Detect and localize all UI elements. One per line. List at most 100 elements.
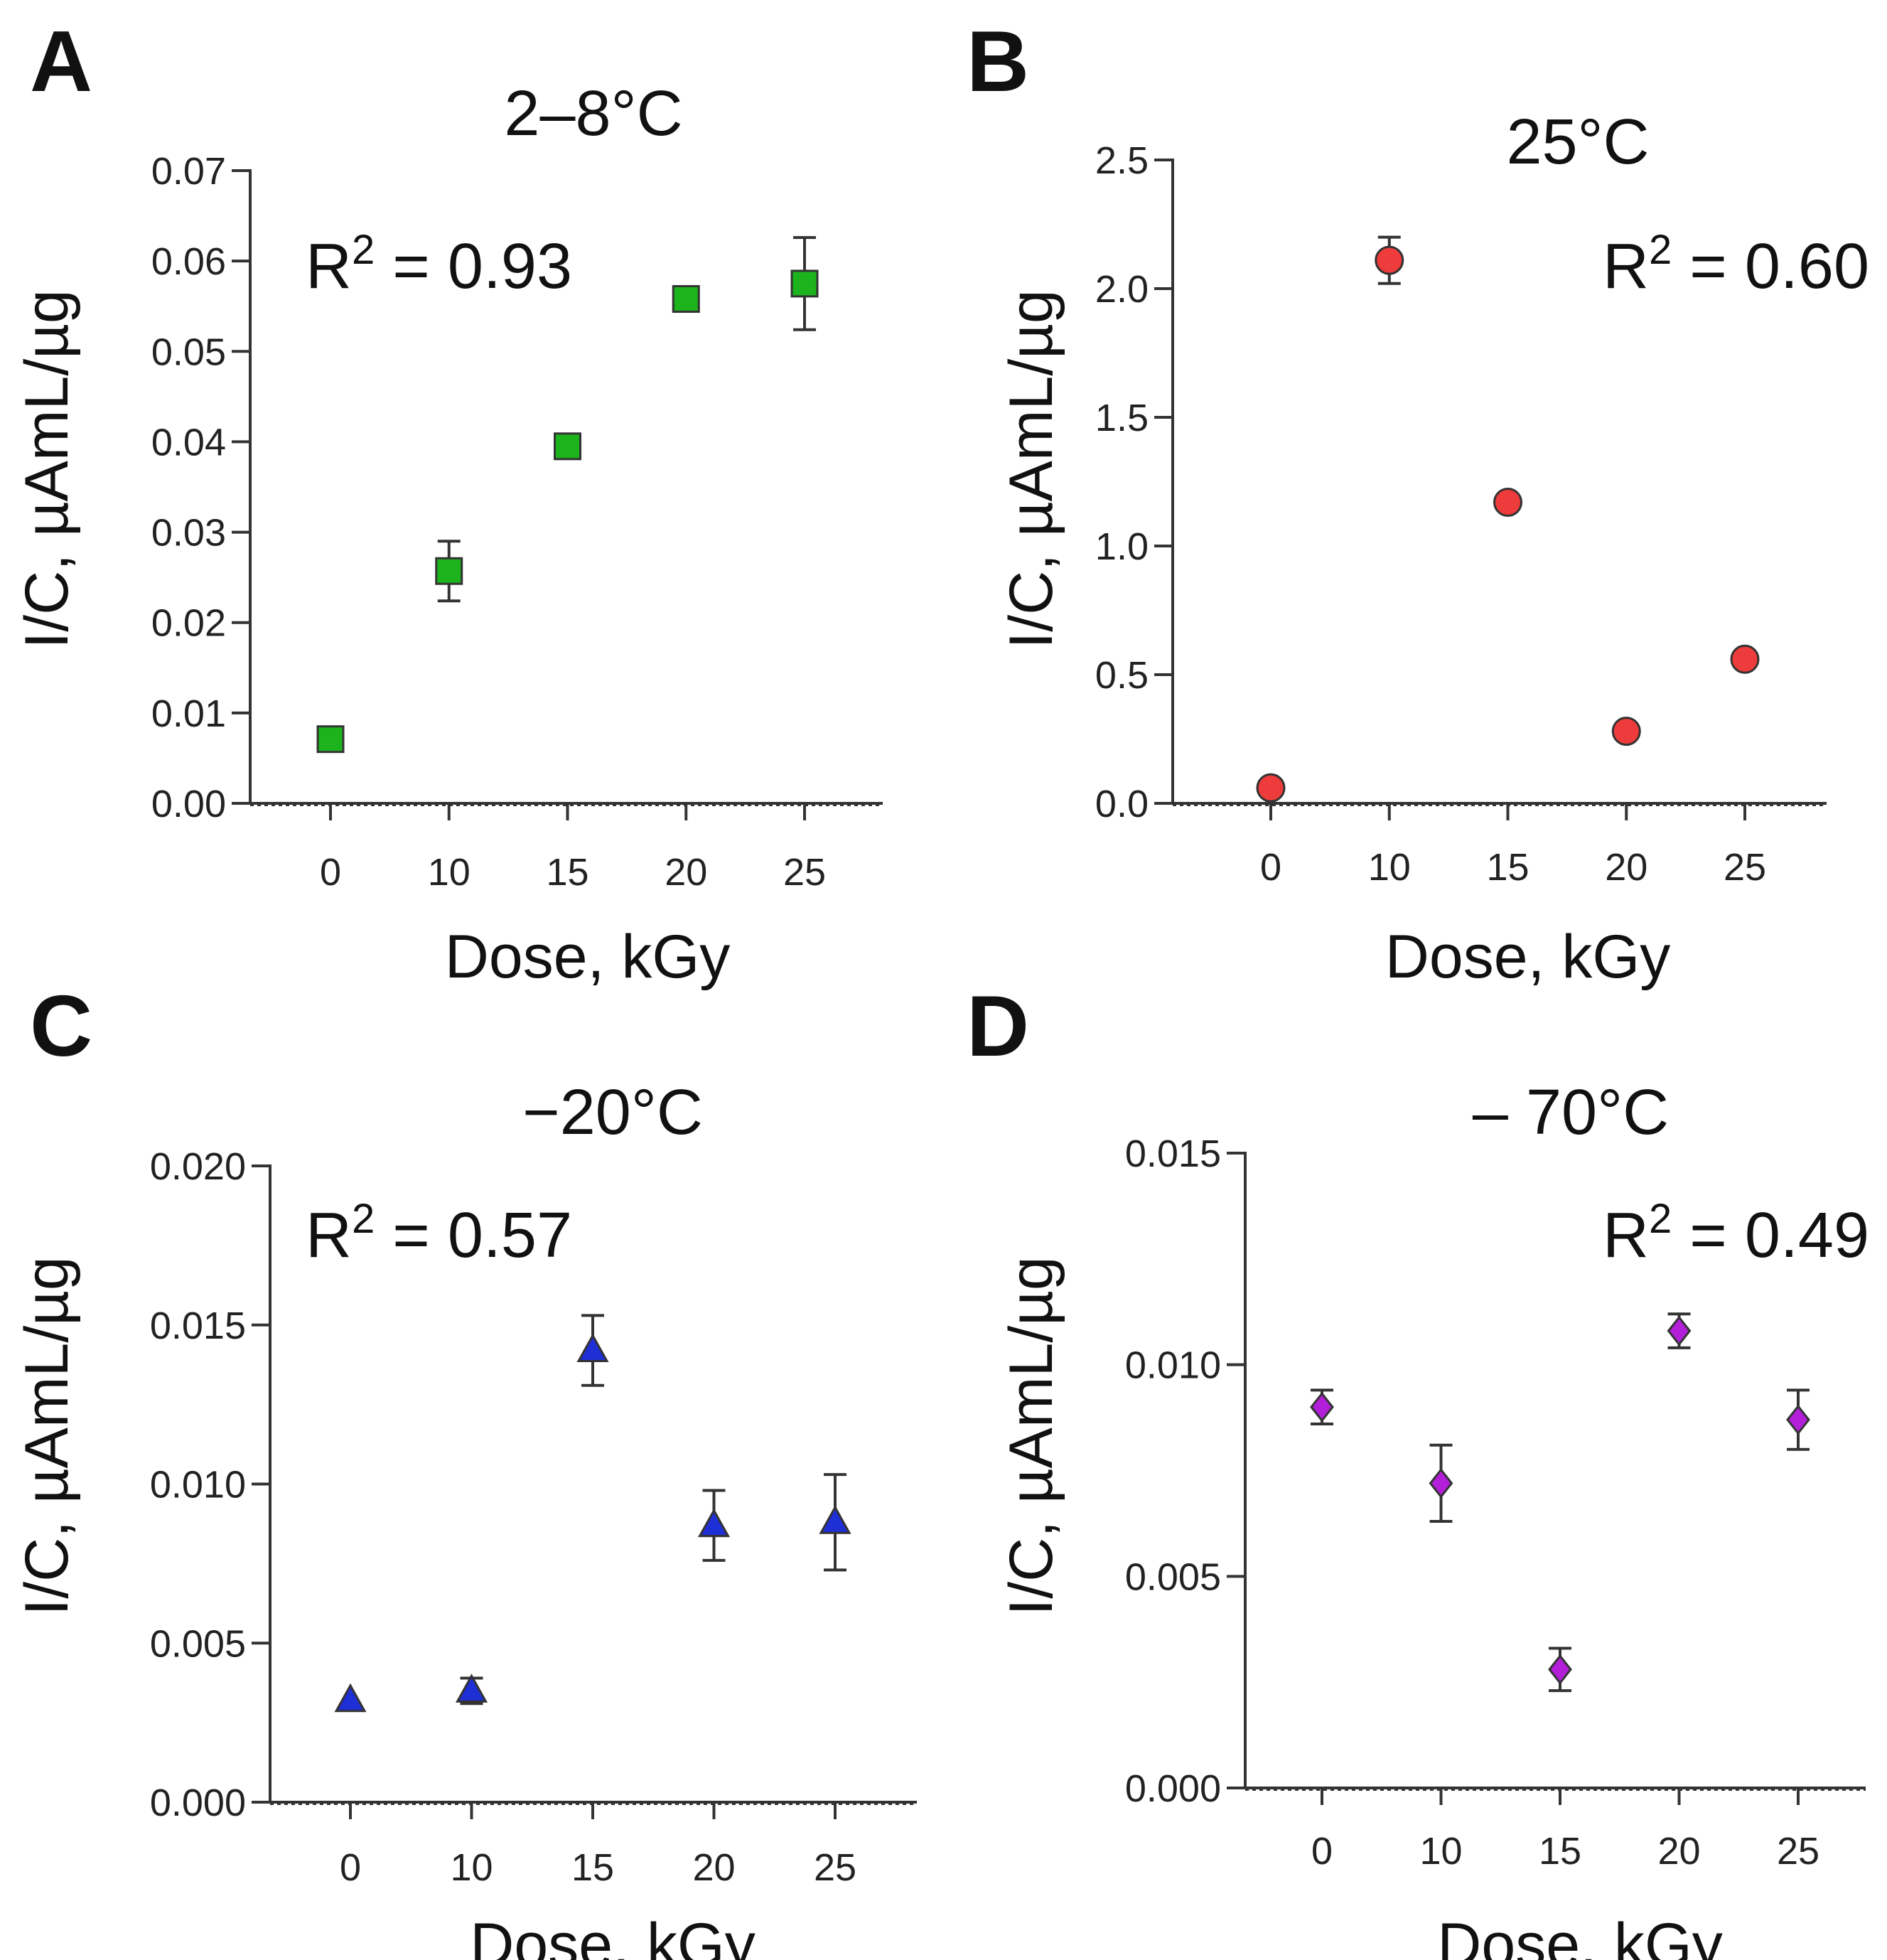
panel-a-x-tick-label: 0 (320, 851, 341, 894)
panel-a-data-point (554, 432, 581, 461)
panel-c-x-axis-label: Dose, kGy (470, 1911, 755, 1960)
panel-b-r2-prefix: R (1603, 231, 1649, 302)
panel-c: C −20°C I/C, µAmL/µg Dose, kGy 0.000 0.005 0.0… (13, 978, 917, 1960)
panel-c-r2-prefix: R (306, 1200, 352, 1271)
panel-a-y-tick-label: 0.07 (151, 150, 226, 193)
panel-d-data-point (1548, 1654, 1572, 1685)
panel-a-data-point (672, 285, 700, 314)
panel-c-x-tick-label: 10 (450, 1846, 493, 1889)
panel-a: A 2–8°C I/C, µAmL/µg Dose, kGy 0.00 0.01 0.02 0… (13, 13, 883, 991)
panel-b-y-tick-label: 2.5 (1095, 139, 1149, 182)
panel-b-x-tick-label: 15 (1486, 846, 1529, 889)
panel-a-r2-value: = 0.93 (375, 231, 572, 302)
panel-a-y-tick-label: 0.01 (151, 692, 226, 735)
panel-c-title: −20°C (522, 1077, 703, 1148)
panel-d-data-point (1786, 1404, 1810, 1435)
panel-b-r2-value: = 0.60 (1672, 231, 1869, 302)
panel-c-y-tick-label: 0.010 (150, 1464, 246, 1506)
panel-b-y-axis-label: I/C, µAmL/µg (997, 289, 1065, 648)
panel-c-x-tick-label: 20 (692, 1846, 735, 1889)
panel-c-data-point (819, 1505, 851, 1534)
panel-b-y-tick-label: 0.5 (1095, 654, 1149, 697)
panel-b-data-point (1730, 644, 1760, 674)
panel-a-title: 2–8°C (504, 78, 682, 149)
panel-a-data-point (316, 725, 345, 754)
panel-b-y-tick-label: 1.0 (1095, 525, 1149, 568)
panel-d-y-axis-label: I/C, µAmL/µg (997, 1256, 1065, 1615)
panel-d-title: – 70°C (1473, 1077, 1669, 1148)
panel-d-data-point (1667, 1315, 1692, 1346)
panel-b-data-point (1493, 487, 1522, 517)
panel-c-x-tick-label: 25 (814, 1846, 856, 1889)
panel-b: B 25°C I/C, µAmL/µg Dose, kGy 0.0 0.5 1.0 1.5 2.… (967, 13, 1869, 991)
panel-c-x-tick-label: 15 (571, 1846, 614, 1889)
panel-d-r2-value: = 0.49 (1672, 1200, 1869, 1271)
panel-d-y-tick-label: 0.000 (1125, 1767, 1221, 1810)
panel-b-r2-annotation: R2 = 0.60 (1603, 227, 1869, 302)
panel-c-y-tick-label: 0.020 (150, 1145, 246, 1188)
panel-a-y-tick-label: 0.06 (151, 240, 226, 283)
panel-d-x-tick-label: 10 (1419, 1830, 1462, 1873)
panel-b-x-axis-label: Dose, kGy (1385, 923, 1670, 991)
panel-c-x-tick-label: 0 (340, 1846, 361, 1889)
panel-d-x-axis-label: Dose, kGy (1437, 1911, 1722, 1960)
panel-b-data-point (1256, 773, 1286, 803)
panel-b-x-tick-label: 20 (1605, 846, 1647, 889)
panel-d-x-tick-label: 20 (1657, 1830, 1700, 1873)
panel-a-y-tick-label: 0.04 (151, 421, 226, 464)
panel-c-data-point (697, 1508, 731, 1538)
panel-d-y-tick-label: 0.005 (1125, 1555, 1221, 1598)
panel-b-y-tick-label: 2.0 (1095, 268, 1149, 311)
panel-c-data-point (334, 1683, 367, 1713)
panel-a-data-point (790, 269, 819, 298)
panel-c-y-tick-label: 0.015 (150, 1305, 246, 1347)
panel-d-data-point (1429, 1467, 1453, 1499)
panel-a-letter: A (30, 13, 92, 109)
panel-b-letter: B (967, 13, 1029, 109)
panel-b-x-tick-label: 10 (1368, 846, 1411, 889)
panel-a-y-tick-label: 0.00 (151, 783, 226, 825)
panel-c-letter: C (30, 978, 92, 1074)
panel-c-r2-value: = 0.57 (375, 1200, 572, 1271)
panel-a-r2-sup: 2 (352, 227, 375, 273)
panel-d-letter: D (967, 978, 1029, 1074)
panel-b-data-point (1375, 245, 1404, 275)
panel-d-y-tick-label: 0.015 (1125, 1132, 1221, 1175)
panel-b-x-tick-label: 0 (1260, 846, 1281, 889)
panel-c-y-tick-label: 0.000 (150, 1782, 246, 1824)
panel-b-data-point (1611, 717, 1641, 746)
panel-d-x-tick-label: 0 (1311, 1830, 1333, 1873)
panel-a-x-tick-label: 10 (428, 851, 471, 894)
panel-b-x-tick-label: 25 (1724, 846, 1766, 889)
panel-a-r2-annotation: R2 = 0.93 (306, 227, 572, 302)
panel-a-data-point (435, 557, 463, 585)
panel-d-x-tick-label: 15 (1539, 1830, 1581, 1873)
panel-a-x-tick-label: 20 (665, 851, 707, 894)
panel-d-r2-sup: 2 (1649, 1196, 1672, 1242)
panel-d-r2-annotation: R2 = 0.49 (1603, 1196, 1869, 1271)
panel-a-x-tick-label: 15 (546, 851, 588, 894)
panel-b-title: 25°C (1506, 107, 1649, 178)
panel-b-r2-sup: 2 (1649, 227, 1672, 273)
panel-b-y-tick-label: 0.0 (1095, 783, 1149, 825)
panel-d-y-tick-label: 0.010 (1125, 1344, 1221, 1387)
panel-a-y-tick-label: 0.02 (151, 602, 226, 645)
panel-a-y-tick-label: 0.05 (151, 331, 226, 373)
panel-d-x-tick-label: 25 (1777, 1830, 1819, 1873)
panel-c-r2-annotation: R2 = 0.57 (306, 1196, 572, 1271)
panel-d: D – 70°C I/C, µAmL/µg Dose, kGy 0.000 0.005 0.… (967, 978, 1869, 1960)
panel-c-r2-sup: 2 (352, 1196, 375, 1242)
panel-b-y-tick-label: 1.5 (1095, 397, 1149, 439)
panel-d-data-point (1310, 1391, 1334, 1423)
panel-d-r2-prefix: R (1603, 1200, 1649, 1271)
panel-c-y-axis-label: I/C, µAmL/µg (13, 1256, 81, 1615)
panel-c-y-tick-label: 0.005 (150, 1622, 246, 1665)
panel-a-y-tick-label: 0.03 (151, 512, 226, 555)
panel-a-x-tick-label: 25 (783, 851, 826, 894)
panel-c-data-point (576, 1333, 609, 1363)
panel-a-r2-prefix: R (306, 231, 352, 302)
panel-c-data-point (455, 1674, 488, 1703)
panel-a-y-axis-label: I/C, µAmL/µg (13, 289, 81, 648)
panel-a-x-axis-label: Dose, kGy (445, 923, 730, 991)
